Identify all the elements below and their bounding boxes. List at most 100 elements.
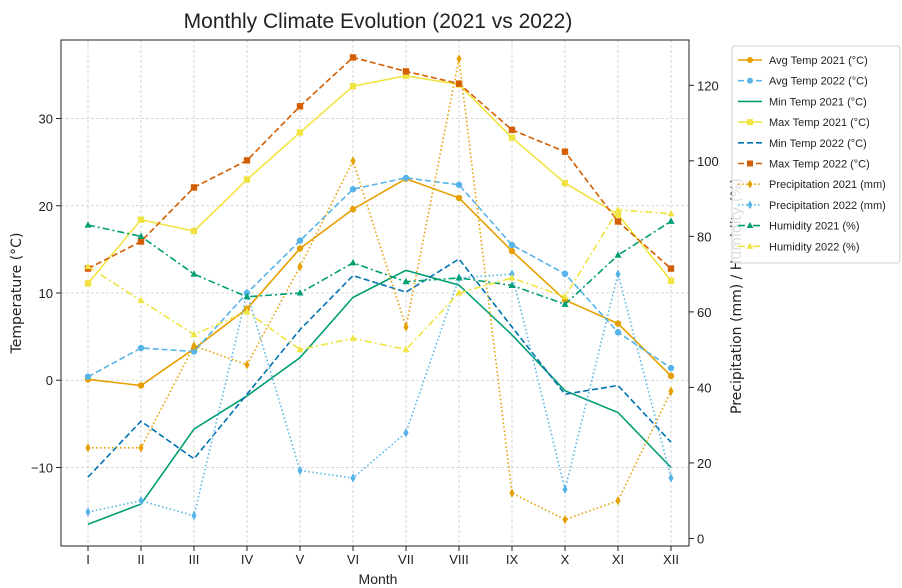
- data-point: [191, 511, 197, 521]
- series-line: [87, 177, 672, 387]
- data-point: [614, 320, 622, 327]
- data-point: [190, 348, 198, 355]
- data-point: [508, 126, 516, 134]
- data-point: [402, 174, 410, 182]
- grid: [61, 40, 689, 546]
- data-point: [667, 265, 675, 272]
- data-point: [84, 262, 92, 270]
- x-tick-label: X: [561, 552, 570, 567]
- x-tick-label: IX: [506, 552, 519, 567]
- y-left-tick-label: 0: [46, 373, 53, 388]
- data-point: [561, 300, 569, 307]
- data-point: [561, 292, 569, 300]
- data-point: [297, 261, 303, 272]
- series-line: [88, 58, 672, 521]
- data-point: [456, 54, 462, 64]
- data-point: [614, 211, 622, 218]
- data-point: [403, 428, 409, 438]
- data-point: [615, 269, 621, 279]
- y-right-tick-label: 0: [697, 531, 704, 546]
- series-line: [87, 220, 672, 306]
- series-2: [87, 269, 672, 525]
- data-point: [297, 465, 303, 476]
- y-right-tick-label: 100: [697, 154, 719, 169]
- legend-item: Min Temp 2022 (°C): [738, 138, 867, 150]
- x-axis-label: Month: [359, 571, 398, 587]
- y-left-tick-label: 30: [39, 112, 53, 127]
- legend-label: Max Temp 2022 (°C): [769, 159, 870, 171]
- x-tick-label: VIII: [449, 552, 469, 567]
- legend-marker: [747, 179, 753, 189]
- data-point: [137, 238, 145, 245]
- y-right-tick-label: 60: [697, 305, 711, 320]
- series-line: [87, 56, 672, 270]
- data-point: [243, 308, 251, 315]
- data-point: [455, 181, 463, 189]
- data-point: [296, 345, 304, 353]
- legend-label: Precipitation 2022 (mm): [769, 200, 886, 212]
- data-point: [349, 334, 357, 341]
- data-point: [244, 360, 250, 370]
- series-7: [85, 269, 674, 521]
- series-line: [87, 273, 672, 517]
- data-point: [296, 103, 304, 110]
- data-point: [562, 514, 568, 525]
- x-tick-label: VI: [347, 552, 359, 567]
- data-point: [561, 270, 569, 278]
- legend-label: Max Temp 2021 (°C): [769, 117, 870, 129]
- data-point: [667, 372, 675, 380]
- y-axis-left-label: Temperature (°C): [9, 233, 25, 355]
- data-point: [137, 296, 145, 304]
- legend-marker: [747, 160, 753, 167]
- data-point: [508, 247, 516, 255]
- data-point: [84, 373, 92, 380]
- y-left-tick-label: −10: [31, 460, 53, 475]
- legend-marker: [746, 242, 754, 249]
- data-point: [137, 382, 145, 389]
- y-right-tick-label: 20: [697, 456, 711, 471]
- data-point: [243, 176, 251, 183]
- data-point: [296, 237, 304, 244]
- data-point: [137, 344, 145, 352]
- series-9: [84, 206, 675, 353]
- data-point: [190, 330, 198, 338]
- data-point: [455, 194, 463, 202]
- data-point: [668, 386, 674, 396]
- x-tick-label: XII: [663, 552, 679, 567]
- data-point: [509, 488, 515, 498]
- data-point: [349, 54, 357, 61]
- data-point: [667, 277, 675, 284]
- x-tick-label: VII: [398, 552, 414, 567]
- series-line: [87, 257, 672, 478]
- data-point: [84, 221, 92, 228]
- data-point: [191, 341, 197, 351]
- legend-label: Precipitation 2021 (mm): [769, 179, 886, 191]
- data-point: [562, 484, 568, 494]
- data-point: [349, 206, 357, 213]
- legend-item: Precipitation 2022 (mm): [738, 200, 886, 212]
- data-point: [402, 72, 410, 79]
- data-point: [402, 68, 410, 75]
- data-point: [296, 289, 304, 296]
- data-point: [349, 185, 357, 193]
- legend-item: Humidity 2022 (%): [738, 241, 859, 253]
- plot-frame: [60, 39, 690, 547]
- data-point: [137, 232, 145, 239]
- data-point: [84, 280, 92, 287]
- data-point: [296, 245, 304, 252]
- x-tick-label: V: [296, 552, 305, 567]
- y-right-tick-label: 40: [697, 380, 711, 395]
- data-point: [667, 209, 675, 217]
- series-line: [87, 176, 672, 378]
- legend-label: Humidity 2022 (%): [769, 241, 859, 253]
- series-5: [84, 54, 675, 272]
- legend: Avg Temp 2021 (°C) Avg Temp 2022 (°C) Min …: [731, 45, 901, 264]
- data-point: [190, 184, 198, 191]
- y-right-tick-label: 80: [697, 229, 711, 244]
- data-point: [349, 83, 357, 90]
- legend-marker: [747, 200, 753, 210]
- data-point: [402, 277, 410, 285]
- data-point: [455, 80, 463, 87]
- x-tick-label: IV: [241, 552, 254, 567]
- legend-item: Precipitation 2021 (mm): [738, 179, 886, 191]
